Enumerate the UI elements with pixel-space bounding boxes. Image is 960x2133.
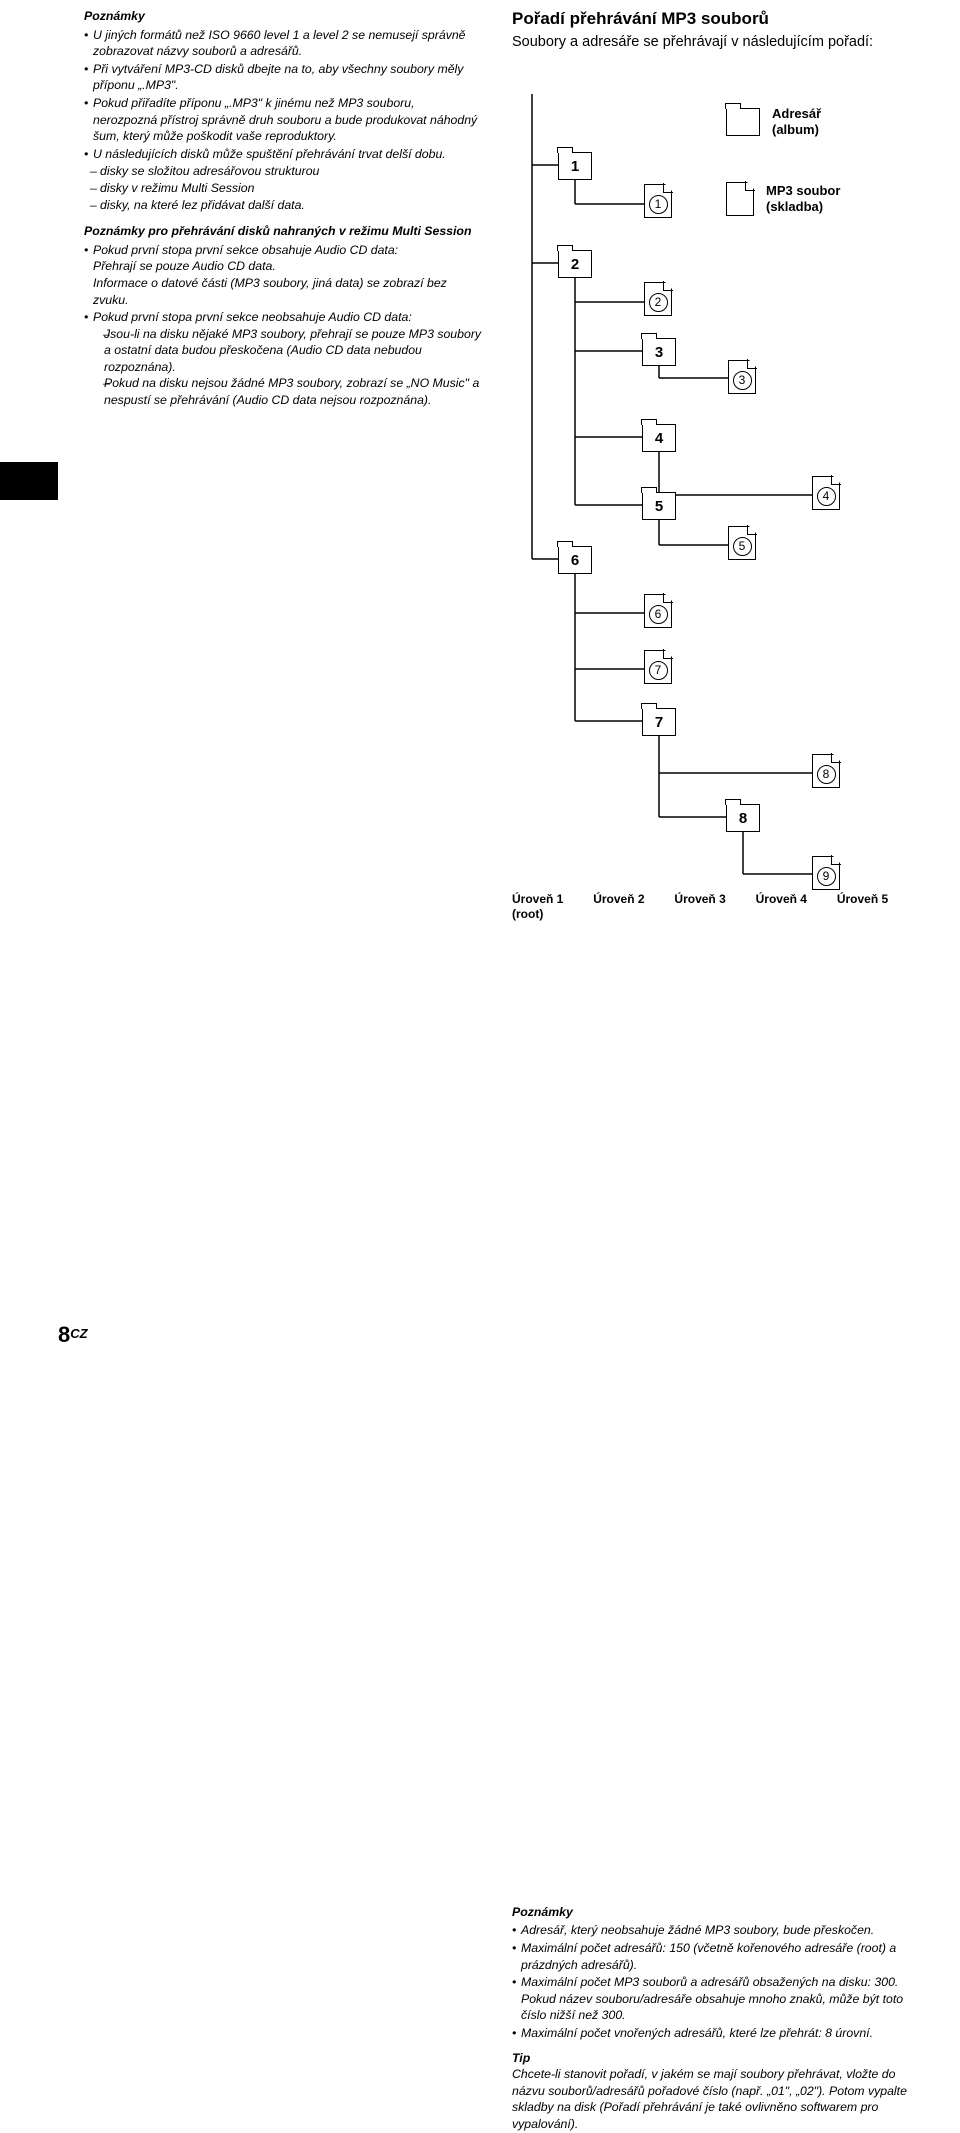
list-item-text: Pokud první stopa první sekce neobsahuje… <box>93 310 412 324</box>
notes-list-2: Pokud první stopa první sekce obsahuje A… <box>84 242 482 409</box>
level-label: Úroveň 2 <box>593 892 674 922</box>
level-label: Úroveň 1 (root) <box>512 892 593 922</box>
dash-item: disky, na které lez přidávat další data. <box>84 197 482 214</box>
right-intro: Soubory a adresáře se přehrávají v násle… <box>512 33 918 52</box>
folder-node: 3 <box>642 338 676 366</box>
folder-node: 6 <box>558 546 592 574</box>
list-item: Adresář, který neobsahuje žádné MP3 soub… <box>512 1922 918 1939</box>
list-item: Při vytváření MP3-CD disků dbejte na to,… <box>84 61 482 94</box>
list-item: U následujících disků může spuštění přeh… <box>84 146 482 163</box>
notes-list-1: U jiných formátů než ISO 9660 level 1 a … <box>84 27 482 163</box>
tree-lines <box>512 64 932 934</box>
page-num: 8 <box>58 1322 70 1347</box>
file-node: 8 <box>812 754 840 788</box>
list-item: Maximální počet adresářů: 150 (včetně ko… <box>512 1940 918 1973</box>
dash-item: disky v režimu Multi Session <box>84 180 482 197</box>
level-label: Úroveň 4 <box>756 892 837 922</box>
dash-item: disky se složitou adresářovou strukturou <box>84 163 482 180</box>
right-notes: Poznámky Adresář, který neobsahuje žádné… <box>512 1904 918 2133</box>
legend-file-icon <box>726 182 754 216</box>
file-node: 2 <box>644 282 672 316</box>
tip-body: Chcete-li stanovit pořadí, v jakém se ma… <box>512 2066 918 2132</box>
page-number: 8CZ <box>58 1320 88 1350</box>
notes-heading: Poznámky <box>84 8 482 25</box>
file-node: 9 <box>812 856 840 890</box>
list-item-text: Pokud první stopa první sekce obsahuje A… <box>93 243 398 257</box>
folder-node: 2 <box>558 250 592 278</box>
left-column: Poznámky U jiných formátů než ISO 9660 l… <box>84 8 482 2133</box>
folder-node: 8 <box>726 804 760 832</box>
file-node: 7 <box>644 650 672 684</box>
tip-heading: Tip <box>512 2050 918 2067</box>
right-column: Pořadí přehrávání MP3 souborů Soubory a … <box>512 8 918 2133</box>
level-labels: Úroveň 1 (root) Úroveň 2 Úroveň 3 Úroveň… <box>512 892 918 922</box>
dash-item: Jsou-li na disku nějaké MP3 soubory, pře… <box>93 326 482 376</box>
list-item: Maximální počet MP3 souborů a adresářů o… <box>512 1974 918 2024</box>
dash-item: Pokud na disku nejsou žádné MP3 soubory,… <box>93 375 482 408</box>
list-item: Pokud první stopa první sekce obsahuje A… <box>84 242 482 308</box>
folder-node: 1 <box>558 152 592 180</box>
folder-node: 7 <box>642 708 676 736</box>
legend-folder-icon <box>726 108 760 136</box>
folder-node: 4 <box>642 424 676 452</box>
list-item-body: Přehrají se pouze Audio CD data. Informa… <box>93 259 447 306</box>
list-item: Maximální počet vnořených adresářů, kter… <box>512 2025 918 2042</box>
folder-node: 5 <box>642 492 676 520</box>
page-suffix: CZ <box>70 1326 87 1341</box>
notes-heading: Poznámky <box>512 1904 918 1921</box>
level-label: Úroveň 3 <box>674 892 755 922</box>
file-node: 3 <box>728 360 756 394</box>
legend-file-label: MP3 soubor (skladba) <box>766 183 840 216</box>
level-label: Úroveň 5 <box>837 892 918 922</box>
list-item: Pokud první stopa první sekce neobsahuje… <box>84 309 482 409</box>
legend-folder-label: Adresář (album) <box>772 106 821 139</box>
list-item: Pokud přiřadíte příponu „.MP3" k jinému … <box>84 95 482 145</box>
file-node: 6 <box>644 594 672 628</box>
right-heading: Pořadí přehrávání MP3 souborů <box>512 8 918 31</box>
file-node: 4 <box>812 476 840 510</box>
notes-heading-2: Poznámky pro přehrávání disků nahraných … <box>84 223 482 240</box>
file-node: 1 <box>644 184 672 218</box>
file-node: 5 <box>728 526 756 560</box>
page-edge-tab <box>0 462 58 500</box>
tree-diagram: Adresář (album) MP3 soubor (skladba) 1 2 3… <box>512 64 918 934</box>
right-notes-list: Adresář, který neobsahuje žádné MP3 soub… <box>512 1922 918 2041</box>
list-item: U jiných formátů než ISO 9660 level 1 a … <box>84 27 482 60</box>
